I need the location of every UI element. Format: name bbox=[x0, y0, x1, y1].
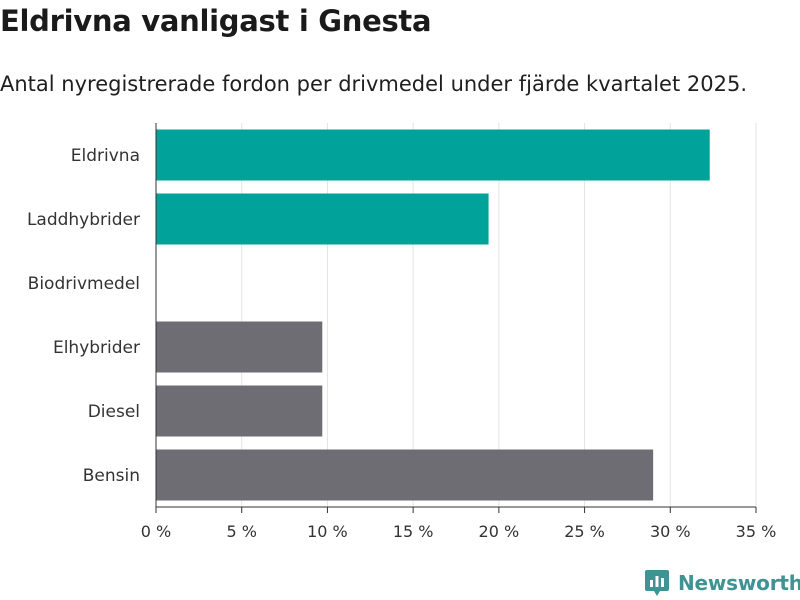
bars bbox=[156, 129, 710, 501]
x-tick-label-10: 10 % bbox=[307, 522, 348, 541]
category-label-eldrivna: Eldrivna bbox=[71, 146, 140, 166]
bar-elhybrider bbox=[156, 321, 323, 373]
axes: 0 % 5 % 10 % 15 % 20 % 25 % 30 % 35 % Eldrivna La… bbox=[27, 123, 776, 541]
category-label-laddhybrider: Laddhybrider bbox=[27, 210, 140, 230]
chart-title: Eldrivna vanligast i Gnesta bbox=[0, 4, 432, 38]
x-tick-label-20: 20 % bbox=[479, 522, 520, 541]
bar-diesel bbox=[156, 385, 323, 437]
bar-bensin bbox=[156, 449, 654, 501]
bar-laddhybrider bbox=[156, 193, 489, 245]
category-label-bensin: Bensin bbox=[83, 466, 140, 486]
x-tick-label-35: 35 % bbox=[736, 522, 777, 541]
bar-eldrivna bbox=[156, 129, 710, 181]
category-label-diesel: Diesel bbox=[88, 402, 140, 422]
newsworthy-logo-icon bbox=[645, 570, 669, 596]
gridlines bbox=[241, 123, 757, 507]
x-tick-label-30: 30 % bbox=[650, 522, 691, 541]
x-tick-label-5: 5 % bbox=[226, 522, 256, 541]
x-tick-label-0: 0 % bbox=[141, 522, 171, 541]
newsworthy-logo-text: Newsworthy bbox=[678, 571, 800, 595]
category-label-elhybrider: Elhybrider bbox=[53, 338, 140, 358]
newsworthy-logo: Newsworthy bbox=[644, 568, 800, 598]
category-label-biodrivmedel: Biodrivmedel bbox=[28, 274, 140, 294]
x-tick-label-25: 25 % bbox=[564, 522, 605, 541]
chart-subtitle: Antal nyregistrerade fordon per drivmede… bbox=[0, 72, 748, 96]
x-tick-label-15: 15 % bbox=[393, 522, 434, 541]
